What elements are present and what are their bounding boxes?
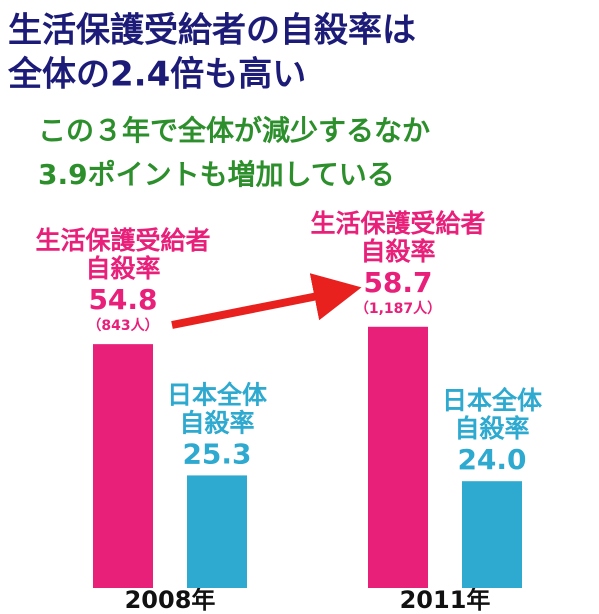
- series-label: 日本全体: [442, 386, 543, 415]
- bar: [187, 475, 247, 588]
- title-line: 生活保護受給者の自殺率は: [8, 11, 416, 51]
- arrow: [171, 273, 362, 329]
- value-label: 24.0: [457, 443, 526, 476]
- series-label: 自殺率: [454, 414, 529, 443]
- bar: [462, 481, 522, 588]
- subtitle-line: 3.9ポイントも増加している: [38, 158, 395, 191]
- series-label: 自殺率: [179, 408, 254, 437]
- series-label: 生活保護受給者: [310, 209, 485, 238]
- note-label: （1,187人）: [355, 300, 441, 317]
- bar: [368, 326, 428, 588]
- value-label: 58.7: [363, 266, 432, 299]
- series-label: 生活保護受給者: [35, 226, 210, 255]
- value-label: 25.3: [182, 437, 251, 470]
- x-tick-label: 2011年: [400, 586, 491, 614]
- series-label: 日本全体: [167, 380, 268, 409]
- series-label: 自殺率: [85, 254, 160, 283]
- value-label: 54.8: [88, 283, 157, 316]
- bar: [93, 344, 153, 588]
- series-label: 自殺率: [360, 237, 435, 266]
- note-label: （843人）: [87, 317, 158, 334]
- x-tick-label: 2008年: [125, 586, 216, 614]
- subtitle-line: この３年で全体が減少するなか: [38, 114, 430, 147]
- title-line: 全体の2.4倍も高い: [7, 55, 306, 95]
